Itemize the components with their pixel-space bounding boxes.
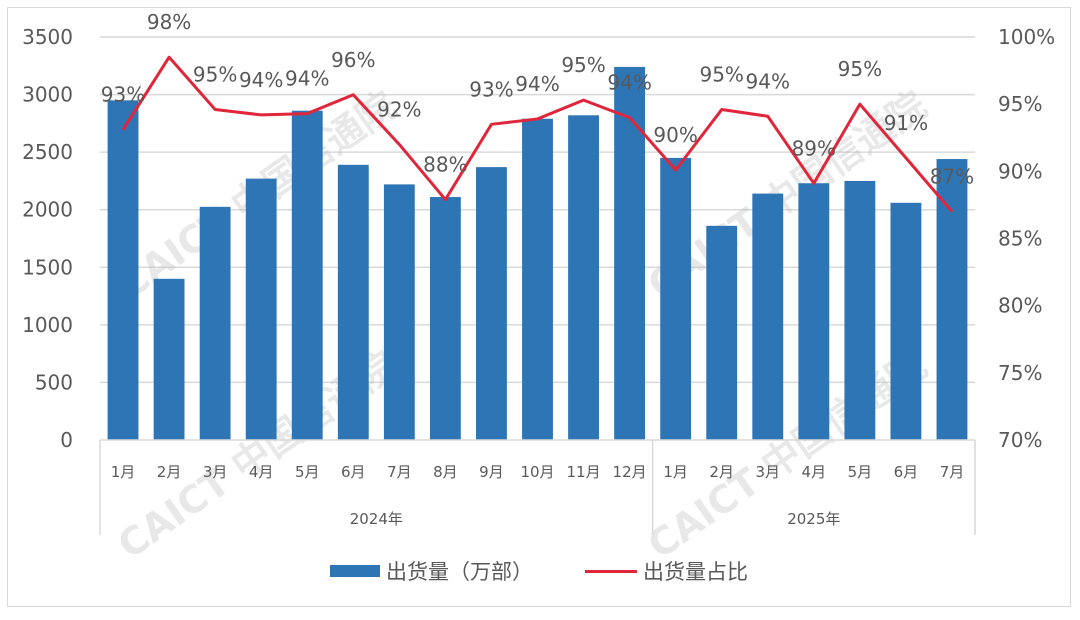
category-label: 5月 — [848, 463, 873, 481]
bar[interactable] — [522, 118, 553, 440]
legend-item-share[interactable]: 出货量占比 — [585, 556, 748, 586]
right-axis-tick: 75% — [998, 361, 1042, 385]
data-label: 90% — [653, 123, 697, 147]
category-label: 4月 — [249, 463, 274, 481]
bar[interactable] — [752, 193, 784, 440]
group-label: 2025年 — [787, 510, 840, 528]
bar[interactable] — [107, 100, 139, 440]
bar[interactable] — [429, 197, 461, 440]
data-label: 94% — [285, 67, 329, 91]
legend-item-shipments[interactable]: 出货量（万部） — [330, 556, 533, 586]
bar[interactable] — [476, 167, 507, 440]
share-line[interactable] — [121, 55, 954, 213]
data-label: 94% — [607, 71, 651, 95]
legend-bar-swatch — [330, 565, 380, 577]
category-label: 7月 — [387, 463, 412, 481]
category-label: 6月 — [341, 463, 366, 481]
bar[interactable] — [706, 225, 738, 440]
left-axis-tick: 500 — [35, 370, 73, 394]
bar[interactable] — [660, 157, 692, 440]
bar[interactable] — [199, 206, 231, 440]
category-label: 7月 — [940, 463, 965, 481]
data-label: 87% — [930, 165, 974, 189]
category-label: 5月 — [295, 463, 320, 481]
data-label: 94% — [239, 68, 283, 92]
data-label: 95% — [699, 63, 743, 87]
bar[interactable] — [890, 202, 922, 440]
right-axis-tick: 70% — [998, 428, 1042, 452]
left-axis-tick: 2500 — [22, 140, 73, 164]
category-label: 10月 — [520, 463, 554, 481]
data-label: 92% — [377, 97, 421, 121]
data-label: 89% — [792, 136, 836, 160]
left-axis-tick: 2000 — [22, 198, 73, 222]
bar[interactable] — [153, 278, 185, 440]
data-label: 94% — [515, 72, 559, 96]
category-label: 2月 — [157, 463, 182, 481]
legend: 出货量（万部） 出货量占比 — [0, 556, 1080, 586]
data-label: 94% — [746, 69, 790, 93]
bar[interactable] — [936, 159, 968, 440]
category-label: 1月 — [663, 463, 688, 481]
data-label: 91% — [884, 111, 928, 135]
data-label: 93% — [469, 77, 513, 101]
legend-label-share: 出货量占比 — [643, 560, 748, 584]
category-label: 1月 — [111, 463, 136, 481]
right-axis-tick: 100% — [998, 25, 1055, 49]
bar[interactable] — [383, 184, 415, 440]
category-label: 11月 — [567, 463, 601, 481]
data-label: 95% — [838, 57, 882, 81]
bar[interactable] — [245, 178, 277, 440]
legend-label-shipments: 出货量（万部） — [386, 560, 533, 584]
data-label: 95% — [561, 53, 605, 77]
legend-line-swatch — [585, 569, 637, 573]
group-label: 2024年 — [350, 510, 403, 528]
left-axis-tick: 1000 — [22, 313, 73, 337]
category-label: 2月 — [709, 463, 734, 481]
category-label: 9月 — [479, 463, 504, 481]
category-label: 6月 — [894, 463, 919, 481]
bar[interactable] — [844, 180, 876, 440]
bar[interactable] — [291, 110, 323, 440]
bar[interactable] — [798, 183, 830, 440]
category-label: 3月 — [203, 463, 228, 481]
left-axis-tick: 1500 — [22, 255, 73, 279]
right-axis-tick: 85% — [998, 227, 1042, 251]
data-label: 95% — [193, 63, 237, 87]
right-axis-tick: 80% — [998, 294, 1042, 318]
category-label: 4月 — [802, 463, 827, 481]
data-label: 96% — [331, 48, 375, 72]
data-label: 88% — [423, 153, 467, 177]
right-axis-tick: 90% — [998, 159, 1042, 183]
left-axis-tick: 3000 — [22, 83, 73, 107]
category-label: 12月 — [613, 463, 647, 481]
left-axis-tick: 3500 — [22, 25, 73, 49]
left-axis-tick: 0 — [60, 428, 73, 452]
category-label: 3月 — [755, 463, 780, 481]
data-label: 98% — [147, 10, 191, 34]
data-label: 93% — [101, 83, 145, 107]
bar[interactable] — [568, 115, 599, 440]
bar[interactable] — [614, 66, 646, 441]
right-axis-tick: 95% — [998, 92, 1042, 116]
category-label: 8月 — [433, 463, 458, 481]
bar[interactable] — [337, 164, 369, 440]
